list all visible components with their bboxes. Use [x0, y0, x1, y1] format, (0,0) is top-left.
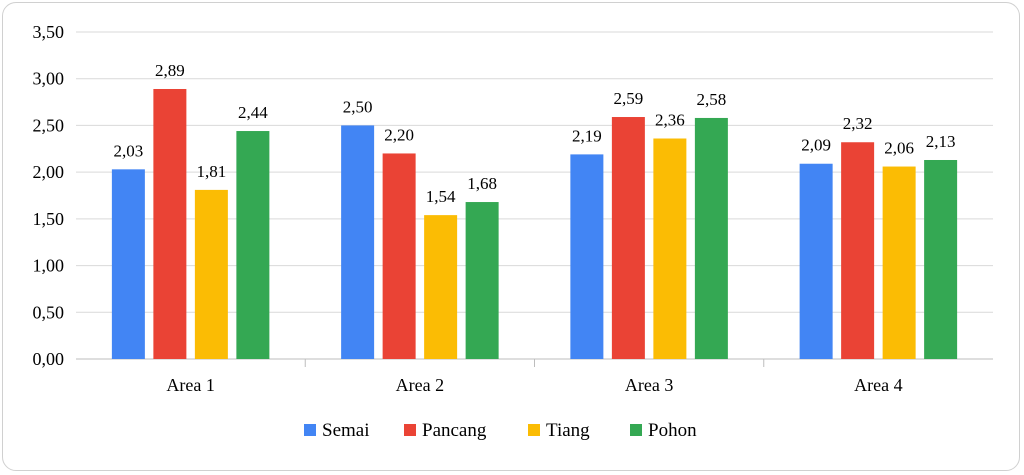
y-tick-label: 3,50: [33, 22, 65, 42]
data-label: 2,89: [155, 61, 185, 80]
bar-tiang-1: [194, 189, 228, 359]
legend-label-semai: Semai: [322, 420, 370, 441]
x-tick-label: Area 4: [854, 375, 902, 395]
gridlines: [76, 31, 993, 360]
legend-swatch-pancang: [404, 424, 416, 436]
data-label: 2,09: [801, 136, 831, 155]
bar-semai-4: [799, 163, 833, 359]
bar-pancang-2: [382, 153, 416, 359]
data-label: 2,32: [843, 114, 873, 133]
y-tick-label: 0,00: [33, 349, 65, 369]
legend-swatch-tiang: [528, 424, 540, 436]
data-label: 2,13: [926, 132, 956, 151]
bar-tiang-4: [882, 166, 916, 359]
data-label: 2,59: [614, 89, 644, 108]
data-label: 2,20: [384, 125, 414, 144]
bar-pancang-3: [611, 117, 645, 360]
legend-label-pancang: Pancang: [422, 420, 487, 441]
legend-swatch-semai: [304, 424, 316, 436]
y-axis-ticks: 0,00 0,50 1,00 1,50 2,00 2,50 3,00 3,50: [33, 22, 65, 369]
bar-semai-1: [111, 169, 145, 359]
y-tick-label: 2,00: [33, 162, 65, 182]
x-tick-label: Area 1: [166, 375, 214, 395]
x-tick-label: Area 2: [396, 375, 444, 395]
data-label: 2,58: [697, 90, 727, 109]
data-label: 1,54: [426, 187, 456, 206]
y-tick-label: 2,50: [33, 115, 65, 135]
data-label: 2,50: [343, 97, 373, 116]
legend-swatch-pohon: [630, 424, 642, 436]
data-label: 2,36: [655, 111, 685, 130]
data-label: 1,68: [467, 174, 497, 193]
data-labels: 2,03 2,89 1,81 2,44 2,50 2,20 1,54 1,68 2,19 2,59…: [114, 61, 956, 206]
data-label: 2,44: [238, 103, 268, 122]
bar-semai-2: [341, 125, 375, 359]
data-label: 2,06: [884, 139, 914, 158]
data-label: 2,19: [572, 126, 602, 145]
bars: [111, 88, 958, 360]
legend: Semai Pancang Tiang Pohon: [304, 420, 697, 441]
data-label: 2,03: [114, 141, 144, 160]
y-tick-label: 1,50: [33, 209, 65, 229]
y-tick-label: 1,00: [33, 256, 65, 276]
y-tick-label: 3,00: [33, 69, 65, 89]
bar-pohon-4: [924, 159, 958, 359]
data-label: 1,81: [197, 162, 227, 181]
x-tick-label: Area 3: [625, 375, 673, 395]
legend-label-tiang: Tiang: [546, 420, 590, 441]
bar-pancang-1: [153, 88, 187, 360]
bar-semai-3: [570, 154, 604, 359]
x-axis-ticks: Area 1 Area 2 Area 3 Area 4: [166, 359, 903, 395]
y-tick-label: 0,50: [33, 302, 65, 322]
bar-chart: 0,00 0,50 1,00 1,50 2,00 2,50 3,00 3,50 2,03 2,8…: [33, 22, 993, 441]
bar-tiang-2: [424, 215, 458, 359]
bar-pancang-4: [841, 142, 875, 359]
bar-pohon-1: [236, 131, 270, 359]
bar-tiang-3: [653, 138, 687, 359]
bar-pohon-2: [465, 202, 499, 359]
legend-label-pohon: Pohon: [648, 420, 697, 441]
bar-pohon-3: [694, 117, 728, 359]
